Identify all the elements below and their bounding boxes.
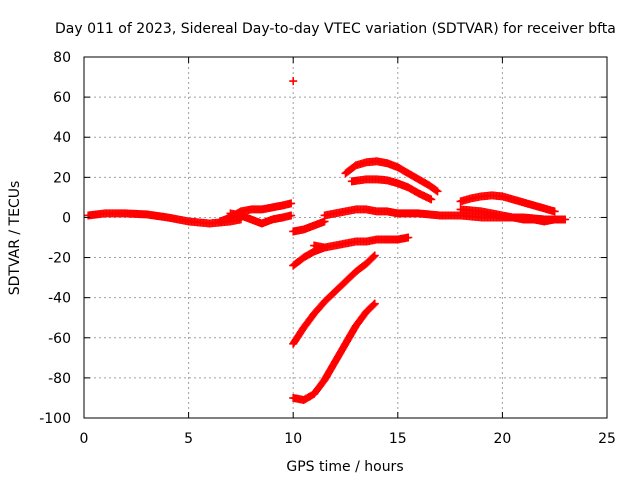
x-tick-label: 5: [184, 431, 193, 447]
data-point: [369, 252, 378, 261]
data-point: [289, 77, 298, 86]
x-tick-label: 10: [284, 431, 302, 447]
x-tick-label: 20: [493, 431, 511, 447]
series-arc-11: [341, 157, 442, 196]
y-tick-label: -100: [39, 411, 71, 427]
data-point: [370, 251, 379, 260]
data-point: [427, 195, 436, 204]
y-tick-label: 0: [62, 210, 71, 226]
data-points: [84, 77, 570, 404]
y-tick-label: 60: [53, 90, 71, 106]
plot-area-border: [83, 56, 608, 419]
data-point: [432, 186, 441, 195]
gridlines: [84, 57, 607, 418]
x-tick-label: 0: [80, 431, 89, 447]
x-tick-label: 25: [598, 431, 616, 447]
series-arc-7: [310, 241, 329, 252]
x-axis-label: GPS time / hours: [286, 459, 403, 475]
series-arc-9: [289, 299, 379, 404]
y-axis-label: SDTVAR / TECUs: [7, 181, 23, 296]
data-point: [320, 243, 329, 252]
data-point: [287, 211, 296, 220]
y-tick-label: -60: [48, 331, 71, 347]
series-arc-13: [456, 191, 559, 216]
y-tick-label: 40: [53, 130, 71, 146]
y-tick-label: -80: [48, 371, 71, 387]
y-tick-label: -40: [48, 291, 71, 307]
series-arc-3: [226, 209, 296, 228]
data-point: [550, 207, 559, 216]
data-point: [433, 187, 442, 196]
chart-title: Day 011 of 2023, Sidereal Day-to-day VTE…: [55, 21, 616, 37]
data-point: [369, 300, 378, 309]
series-arc-4: [289, 77, 298, 86]
x-tick-label: 15: [389, 431, 407, 447]
series-arc-12: [347, 175, 436, 204]
data-point: [287, 199, 296, 208]
data-point: [370, 299, 379, 308]
data-point: [404, 233, 413, 242]
axis-ticks: 0 5 10 15 20 25 -100 -80 -60 -40 -20 0 20 40 60 80: [39, 50, 616, 447]
series-arc-8: [289, 251, 379, 348]
y-tick-label: -20: [48, 251, 71, 267]
series-arc-14: [456, 205, 565, 226]
data-point: [556, 215, 565, 224]
y-tick-label: 20: [53, 170, 71, 186]
series-arc-5: [289, 217, 329, 236]
y-tick-label: 80: [53, 50, 71, 66]
